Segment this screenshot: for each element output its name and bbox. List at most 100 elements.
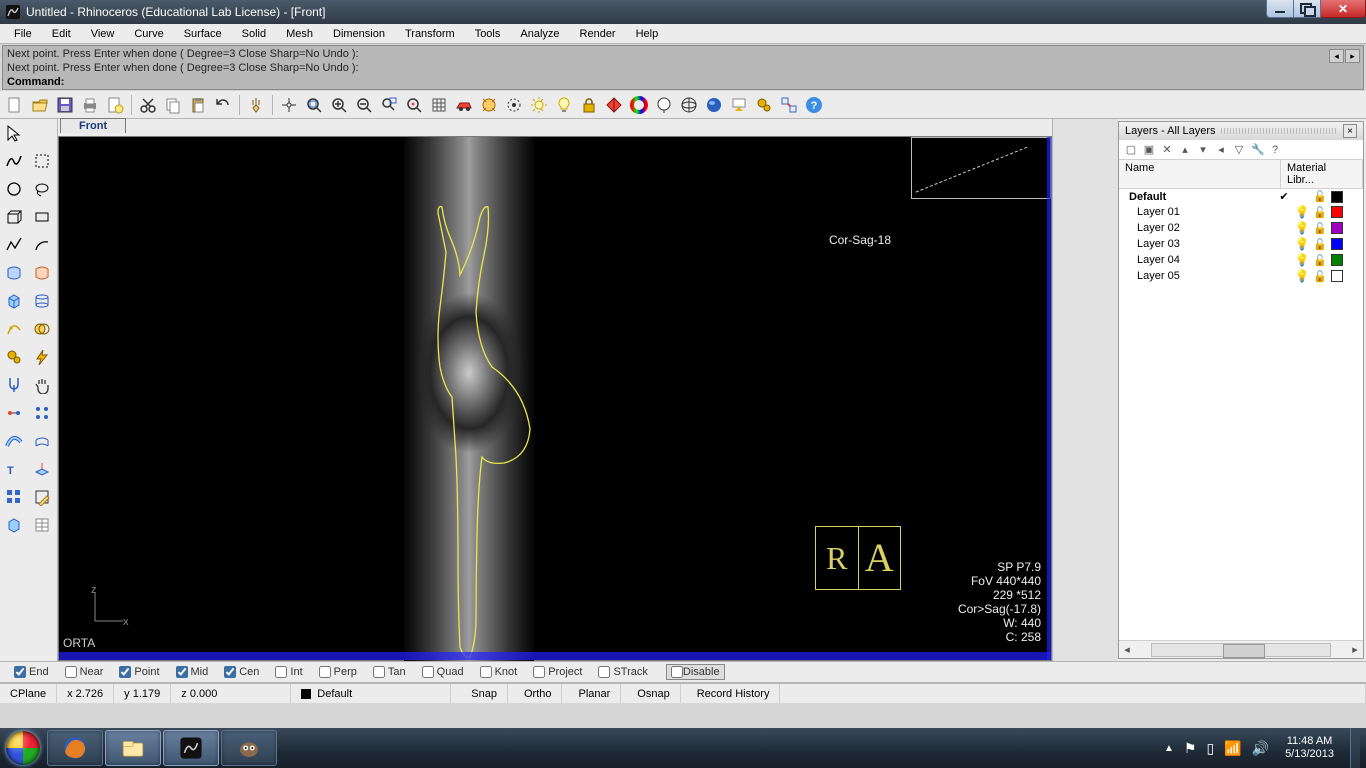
circle-tool[interactable] [2,177,26,201]
fork-tool[interactable] [2,373,26,397]
menu-curve[interactable]: Curve [124,26,173,42]
zoom-in-button[interactable] [328,94,350,116]
freecurve-tool[interactable] [2,149,26,173]
layer-lock-icon[interactable]: 🔓 [1313,206,1327,219]
srf-tool[interactable] [2,261,26,285]
spotlight-button[interactable] [528,94,550,116]
tray-volume-icon[interactable]: 🔊 [1252,740,1269,757]
layer-row[interactable]: Layer 04💡🔓 [1119,252,1363,268]
layer-color-swatch[interactable] [1331,254,1343,266]
osnap-strack[interactable]: STrack [592,666,653,678]
taskbar-item-firefox[interactable] [47,730,103,766]
render-sel-button[interactable] [478,94,500,116]
arc-tool[interactable] [30,233,54,257]
layer-row[interactable]: Layer 05💡🔓 [1119,268,1363,284]
window-restore-button[interactable] [1293,0,1321,18]
srf2-tool[interactable] [30,261,54,285]
layer-visibility-icon[interactable]: 💡 [1295,237,1309,251]
osnap-mid[interactable]: Mid [170,666,215,678]
start-button[interactable] [0,728,46,768]
layer-lock-icon[interactable]: 🔓 [1313,222,1327,235]
car-button[interactable] [453,94,475,116]
command-scroll-right-button[interactable]: ▸ [1345,49,1360,63]
window-close-button[interactable] [1320,0,1366,18]
menu-view[interactable]: View [81,26,125,42]
balloon-button[interactable] [653,94,675,116]
sun-button[interactable] [503,94,525,116]
osnap-strack-checkbox[interactable] [598,666,610,678]
layer-visibility-icon[interactable]: 💡 [1295,221,1309,235]
rect-tool[interactable] [30,205,54,229]
gears-button[interactable] [753,94,775,116]
gears-tool[interactable] [2,345,26,369]
osnap-quad[interactable]: Quad [416,666,470,678]
tray-overflow-icon[interactable]: ▲ [1164,743,1174,754]
layer-lock-icon[interactable]: 🔓 [1313,238,1327,251]
layer-color-swatch[interactable] [1331,222,1343,234]
layers-hscrollbar[interactable]: ◂ ▸ [1119,640,1363,658]
grid-button[interactable] [428,94,450,116]
arrow-down-button[interactable] [728,94,750,116]
osnap-point[interactable]: Point [113,666,165,678]
new-button[interactable] [4,94,26,116]
flash-tool[interactable] [30,345,54,369]
layers-panel-close-button[interactable]: × [1343,124,1357,138]
show-desktop-button[interactable] [1350,728,1360,768]
dots-a-tool[interactable] [2,401,26,425]
tray-network-icon[interactable]: 📶 [1224,740,1241,757]
layer-row[interactable]: Layer 02💡🔓 [1119,220,1363,236]
osnap-knot[interactable]: Knot [474,666,524,678]
status-cplane[interactable]: CPlane [0,684,57,703]
block-tool[interactable] [2,513,26,537]
status-toggle-ortho[interactable]: Ortho [514,684,563,703]
shade-button[interactable] [603,94,625,116]
layer-visibility-icon[interactable]: 💡 [1295,205,1309,219]
tray-flag-icon[interactable]: ⚑ [1184,740,1197,757]
layer-row[interactable]: Layer 01💡🔓 [1119,204,1363,220]
layer-lock-icon[interactable]: 🔓 [1313,254,1327,267]
snap-button[interactable] [278,94,300,116]
status-toggle-planar[interactable]: Planar [568,684,621,703]
menu-file[interactable]: File [4,26,42,42]
doc-props-button[interactable] [104,94,126,116]
zoom-sel-button[interactable] [403,94,425,116]
window-minimize-button[interactable] [1266,0,1294,18]
osnap-perp[interactable]: Perp [313,666,363,678]
props-tool[interactable] [30,513,54,537]
layer-help-icon[interactable]: ? [1269,144,1281,156]
status-toggle-record-history[interactable]: Record History [687,684,781,703]
layer-lock-icon[interactable]: 🔓 [1313,270,1327,283]
box-tool[interactable] [2,205,26,229]
layer-lock-icon[interactable]: 🔓 [1313,190,1327,203]
menu-tools[interactable]: Tools [465,26,511,42]
hand-tool[interactable] [30,373,54,397]
text-tool[interactable]: T [2,457,26,481]
taskbar-item-gimp[interactable] [221,730,277,766]
wire-button[interactable] [678,94,700,116]
loft-tool[interactable] [30,289,54,313]
dots-b-tool[interactable] [30,401,54,425]
layers-column-header[interactable]: Name Material Libr... [1119,160,1363,189]
zoom-extents-button[interactable] [303,94,325,116]
zoom-window-button[interactable] [378,94,400,116]
menu-analyze[interactable]: Analyze [510,26,569,42]
status-toggle-snap[interactable]: Snap [461,684,508,703]
tray-clock[interactable]: 11:48 AM 5/13/2013 [1279,735,1340,761]
box-edit-tool[interactable] [30,485,54,509]
scroll-track[interactable] [1151,643,1331,657]
solid-tool[interactable] [2,289,26,313]
taskbar-item-rhino[interactable] [163,730,219,766]
panel-grip[interactable] [1221,128,1337,134]
menu-mesh[interactable]: Mesh [276,26,323,42]
osnap-near[interactable]: Near [59,666,110,678]
layer-current-check[interactable]: ✔ [1277,190,1291,203]
viewport-front[interactable]: Cor-Sag-18 R A SP P7.9 FoV 440*440 229 *… [58,136,1052,661]
layer-color-swatch[interactable] [1331,270,1343,282]
osnap-end-checkbox[interactable] [14,666,26,678]
osnap-project[interactable]: Project [527,666,588,678]
sphere-button[interactable] [703,94,725,116]
zoom-out-button[interactable] [353,94,375,116]
layer-tools-icon[interactable]: 🔧 [1251,143,1263,156]
lasso-tool[interactable] [30,177,54,201]
layer-new-icon[interactable]: ▢ [1125,143,1137,156]
